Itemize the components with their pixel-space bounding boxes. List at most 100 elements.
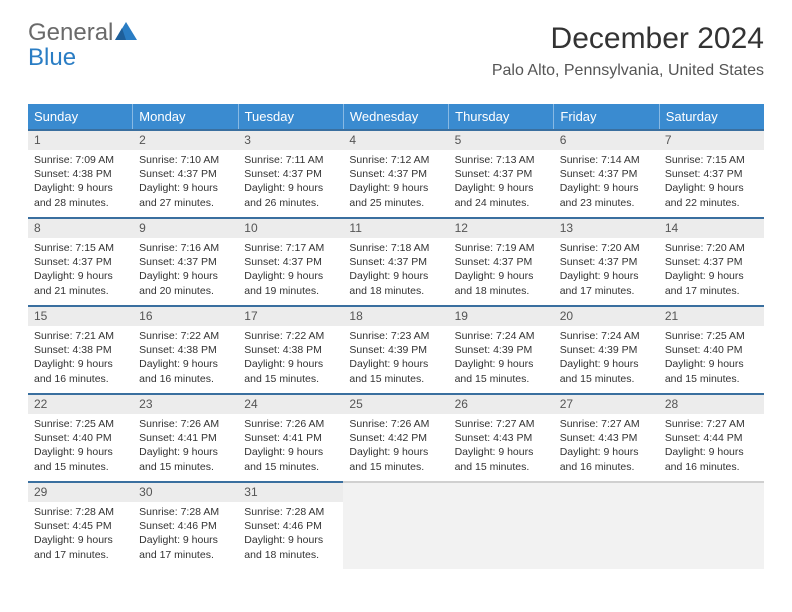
- cell-line-sunset: Sunset: 4:37 PM: [139, 255, 232, 269]
- cell-line-sunset: Sunset: 4:46 PM: [244, 519, 337, 533]
- date-number: 27: [554, 395, 659, 414]
- cell-line-day1: Daylight: 9 hours: [139, 533, 232, 547]
- cell-line-day2: and 23 minutes.: [560, 196, 653, 210]
- date-number: 9: [133, 219, 238, 238]
- date-number: 1: [28, 131, 133, 150]
- cell-body: Sunrise: 7:27 AMSunset: 4:43 PMDaylight:…: [554, 414, 659, 479]
- cell-line-day2: and 26 minutes.: [244, 196, 337, 210]
- cell-line-sunrise: Sunrise: 7:25 AM: [34, 417, 127, 431]
- cell-line-day1: Daylight: 9 hours: [34, 269, 127, 283]
- date-number: 21: [659, 307, 764, 326]
- cell-body: Sunrise: 7:12 AMSunset: 4:37 PMDaylight:…: [343, 150, 448, 215]
- cell-body: Sunrise: 7:20 AMSunset: 4:37 PMDaylight:…: [554, 238, 659, 303]
- cell-line-sunrise: Sunrise: 7:23 AM: [349, 329, 442, 343]
- cell-line-day2: and 15 minutes.: [34, 460, 127, 474]
- calendar-cell: [449, 481, 554, 569]
- cell-line-day1: Daylight: 9 hours: [455, 181, 548, 195]
- cell-body: Sunrise: 7:28 AMSunset: 4:46 PMDaylight:…: [238, 502, 343, 567]
- cell-body: Sunrise: 7:15 AMSunset: 4:37 PMDaylight:…: [659, 150, 764, 215]
- date-number: 25: [343, 395, 448, 414]
- cell-line-sunrise: Sunrise: 7:14 AM: [560, 153, 653, 167]
- cell-line-sunset: Sunset: 4:39 PM: [455, 343, 548, 357]
- cell-line-sunrise: Sunrise: 7:24 AM: [455, 329, 548, 343]
- cell-body: Sunrise: 7:23 AMSunset: 4:39 PMDaylight:…: [343, 326, 448, 391]
- day-header: Sunday: [28, 104, 133, 129]
- cell-body: Sunrise: 7:09 AMSunset: 4:38 PMDaylight:…: [28, 150, 133, 215]
- date-number: 30: [133, 483, 238, 502]
- cell-line-day1: Daylight: 9 hours: [244, 445, 337, 459]
- cell-line-sunrise: Sunrise: 7:27 AM: [455, 417, 548, 431]
- header-right: December 2024 Palo Alto, Pennsylvania, U…: [492, 22, 764, 80]
- day-header: Saturday: [660, 104, 764, 129]
- cell-line-day2: and 16 minutes.: [139, 372, 232, 386]
- calendar-cell: 7Sunrise: 7:15 AMSunset: 4:37 PMDaylight…: [659, 129, 764, 217]
- cell-line-day2: and 28 minutes.: [34, 196, 127, 210]
- cell-body: Sunrise: 7:24 AMSunset: 4:39 PMDaylight:…: [554, 326, 659, 391]
- day-header: Tuesday: [239, 104, 344, 129]
- cell-line-day1: Daylight: 9 hours: [34, 357, 127, 371]
- cell-line-day2: and 19 minutes.: [244, 284, 337, 298]
- date-number: 15: [28, 307, 133, 326]
- cell-line-day1: Daylight: 9 hours: [244, 357, 337, 371]
- cell-line-sunset: Sunset: 4:43 PM: [560, 431, 653, 445]
- week-row: 1Sunrise: 7:09 AMSunset: 4:38 PMDaylight…: [28, 129, 764, 217]
- date-number: 12: [449, 219, 554, 238]
- date-number: 23: [133, 395, 238, 414]
- date-number: 24: [238, 395, 343, 414]
- cell-line-sunrise: Sunrise: 7:11 AM: [244, 153, 337, 167]
- cell-line-day2: and 15 minutes.: [665, 372, 758, 386]
- cell-line-sunset: Sunset: 4:39 PM: [349, 343, 442, 357]
- calendar-cell: 17Sunrise: 7:22 AMSunset: 4:38 PMDayligh…: [238, 305, 343, 393]
- week-row: 15Sunrise: 7:21 AMSunset: 4:38 PMDayligh…: [28, 305, 764, 393]
- date-number: 16: [133, 307, 238, 326]
- cell-line-sunset: Sunset: 4:43 PM: [455, 431, 548, 445]
- cell-line-day1: Daylight: 9 hours: [349, 445, 442, 459]
- cell-line-day2: and 18 minutes.: [349, 284, 442, 298]
- cell-line-day2: and 18 minutes.: [244, 548, 337, 562]
- calendar-cell: 21Sunrise: 7:25 AMSunset: 4:40 PMDayligh…: [659, 305, 764, 393]
- cell-line-sunset: Sunset: 4:46 PM: [139, 519, 232, 533]
- calendar-cell: 5Sunrise: 7:13 AMSunset: 4:37 PMDaylight…: [449, 129, 554, 217]
- cell-line-sunrise: Sunrise: 7:28 AM: [244, 505, 337, 519]
- cell-line-sunrise: Sunrise: 7:26 AM: [349, 417, 442, 431]
- cell-body: Sunrise: 7:16 AMSunset: 4:37 PMDaylight:…: [133, 238, 238, 303]
- logo-text-blue: Blue: [28, 44, 76, 71]
- cell-line-sunset: Sunset: 4:40 PM: [665, 343, 758, 357]
- location-text: Palo Alto, Pennsylvania, United States: [492, 62, 764, 80]
- cell-line-sunset: Sunset: 4:37 PM: [455, 255, 548, 269]
- cell-line-sunset: Sunset: 4:45 PM: [34, 519, 127, 533]
- cell-body: Sunrise: 7:10 AMSunset: 4:37 PMDaylight:…: [133, 150, 238, 215]
- calendar-cell: 15Sunrise: 7:21 AMSunset: 4:38 PMDayligh…: [28, 305, 133, 393]
- calendar-cell: 23Sunrise: 7:26 AMSunset: 4:41 PMDayligh…: [133, 393, 238, 481]
- cell-line-day2: and 15 minutes.: [349, 372, 442, 386]
- cell-line-sunset: Sunset: 4:39 PM: [560, 343, 653, 357]
- calendar-cell: 2Sunrise: 7:10 AMSunset: 4:37 PMDaylight…: [133, 129, 238, 217]
- cell-line-sunset: Sunset: 4:37 PM: [349, 255, 442, 269]
- calendar-cell: 29Sunrise: 7:28 AMSunset: 4:45 PMDayligh…: [28, 481, 133, 569]
- cell-line-day2: and 15 minutes.: [244, 460, 337, 474]
- cell-line-sunrise: Sunrise: 7:27 AM: [560, 417, 653, 431]
- cell-body: Sunrise: 7:27 AMSunset: 4:44 PMDaylight:…: [659, 414, 764, 479]
- calendar-cell: 28Sunrise: 7:27 AMSunset: 4:44 PMDayligh…: [659, 393, 764, 481]
- cell-body: Sunrise: 7:24 AMSunset: 4:39 PMDaylight:…: [449, 326, 554, 391]
- cell-body: Sunrise: 7:26 AMSunset: 4:42 PMDaylight:…: [343, 414, 448, 479]
- calendar-cell: 16Sunrise: 7:22 AMSunset: 4:38 PMDayligh…: [133, 305, 238, 393]
- day-header-row: SundayMondayTuesdayWednesdayThursdayFrid…: [28, 104, 764, 129]
- cell-line-day2: and 25 minutes.: [349, 196, 442, 210]
- cell-line-sunset: Sunset: 4:37 PM: [665, 167, 758, 181]
- date-number: 22: [28, 395, 133, 414]
- cell-line-day1: Daylight: 9 hours: [560, 269, 653, 283]
- cell-body: Sunrise: 7:25 AMSunset: 4:40 PMDaylight:…: [28, 414, 133, 479]
- cell-line-sunrise: Sunrise: 7:22 AM: [244, 329, 337, 343]
- cell-line-sunset: Sunset: 4:37 PM: [244, 167, 337, 181]
- calendar-cell: 19Sunrise: 7:24 AMSunset: 4:39 PMDayligh…: [449, 305, 554, 393]
- cell-line-day2: and 17 minutes.: [560, 284, 653, 298]
- cell-line-sunset: Sunset: 4:41 PM: [244, 431, 337, 445]
- cell-line-day1: Daylight: 9 hours: [349, 357, 442, 371]
- date-number: 28: [659, 395, 764, 414]
- cell-line-day2: and 22 minutes.: [665, 196, 758, 210]
- calendar-cell: 18Sunrise: 7:23 AMSunset: 4:39 PMDayligh…: [343, 305, 448, 393]
- cell-line-day1: Daylight: 9 hours: [244, 269, 337, 283]
- calendar-cell: 10Sunrise: 7:17 AMSunset: 4:37 PMDayligh…: [238, 217, 343, 305]
- cell-line-day1: Daylight: 9 hours: [665, 357, 758, 371]
